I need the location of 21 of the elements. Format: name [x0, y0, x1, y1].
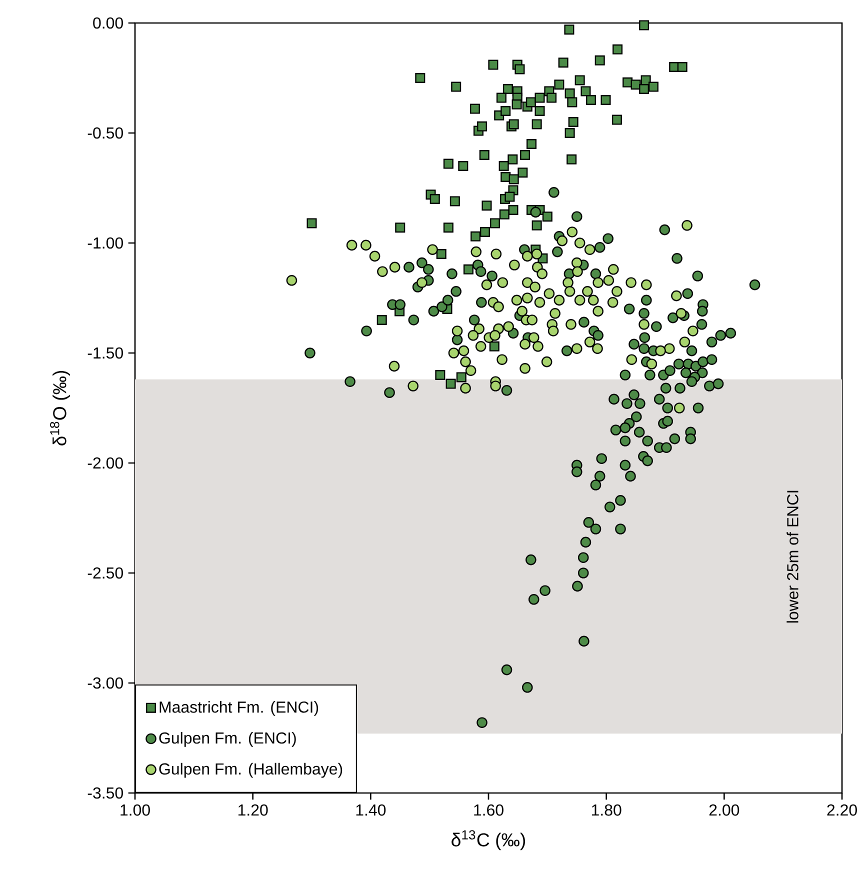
x-axis-title: δ$^{13}$C (‰) — [452, 830, 526, 850]
y-tick-label: -3.50 — [88, 787, 123, 799]
legend-label: Maastricht Fm. (ENCI) — [160, 701, 318, 716]
y-tick-label: -1.50 — [88, 347, 123, 359]
y-tick-label: -3.00 — [88, 677, 123, 689]
y-tick-label: -1.00 — [88, 237, 123, 249]
y-tick-label: -2.50 — [88, 567, 123, 579]
x-tick-label: 2.20 — [827, 804, 857, 816]
x-tick-label: 1.60 — [474, 804, 504, 816]
y-tick-label: 0.00 — [93, 17, 123, 29]
x-tick-label: 1.40 — [356, 804, 386, 816]
y-tick-label: -0.50 — [88, 127, 123, 139]
x-tick-label: 2.00 — [709, 804, 740, 816]
legend-label: Gulpen Fm. (Hallembaye) — [159, 762, 342, 778]
y-tick-label: -2.00 — [88, 457, 123, 469]
band-label: lower 25m of ENCI — [786, 490, 798, 623]
x-tick-label: 1.00 — [120, 804, 150, 816]
y-axis-title: δ$^{18}$O (‰) — [50, 370, 70, 446]
x-tick-label: 1.80 — [592, 804, 622, 816]
x-tick-label: 1.20 — [238, 804, 268, 816]
legend-label: Gulpen Fm. (ENCI) — [159, 732, 296, 747]
